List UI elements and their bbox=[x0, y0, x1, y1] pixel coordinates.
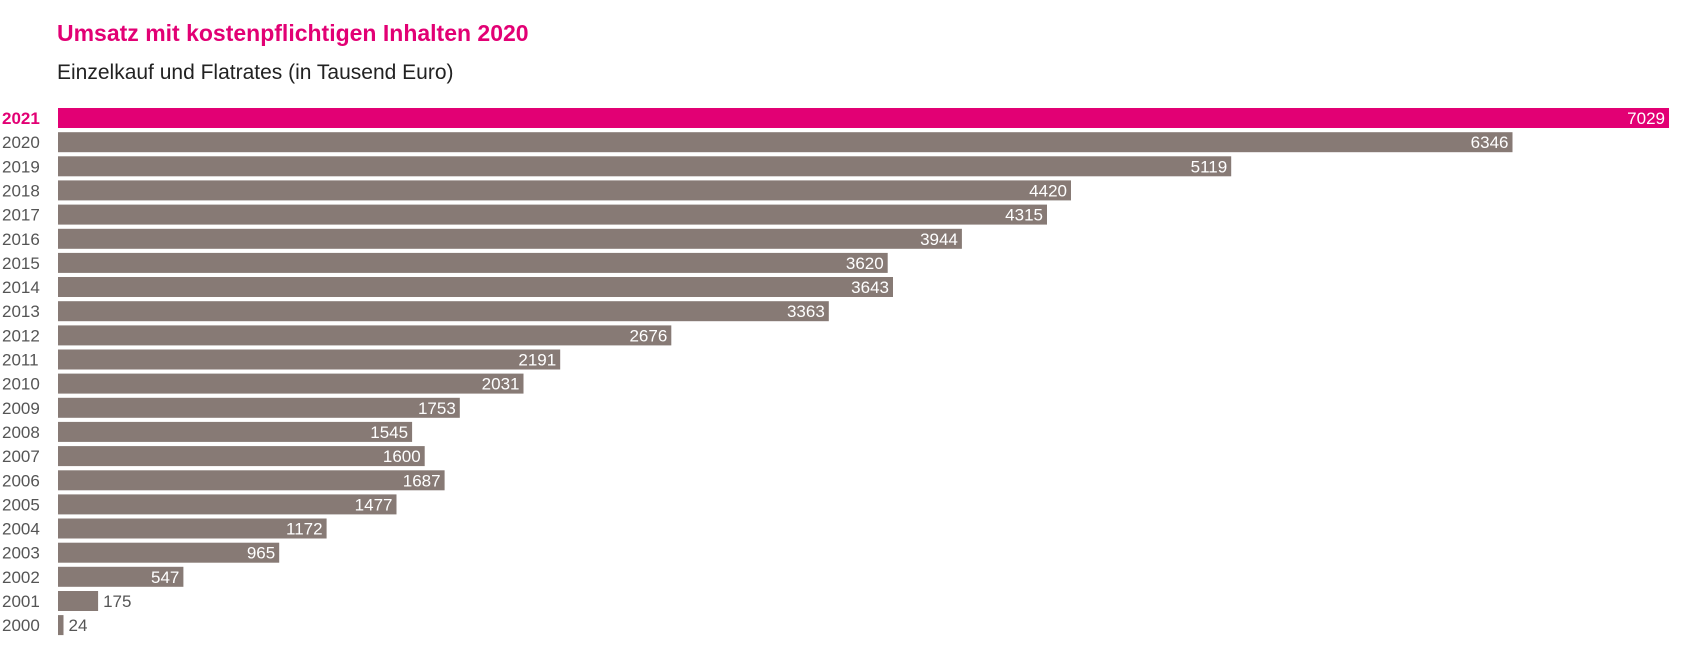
bar-2015 bbox=[58, 252, 888, 273]
value-label-2011: 2191 bbox=[518, 351, 556, 370]
category-label-2011: 2011 bbox=[2, 351, 39, 370]
category-label-2010: 2010 bbox=[2, 375, 40, 394]
category-label-2019: 2019 bbox=[2, 157, 40, 176]
value-label-2016: 3944 bbox=[920, 230, 958, 249]
value-label-2021: 7029 bbox=[1627, 109, 1665, 128]
category-label-2000: 2000 bbox=[2, 616, 40, 635]
bar-2008 bbox=[58, 421, 413, 442]
bar-2014 bbox=[58, 277, 893, 297]
category-label-2008: 2008 bbox=[2, 423, 40, 442]
value-label-2019: 5119 bbox=[1191, 157, 1228, 176]
value-label-2004: 1172 bbox=[286, 520, 323, 539]
category-label-2009: 2009 bbox=[2, 399, 40, 418]
value-label-2006: 1687 bbox=[403, 471, 441, 490]
category-label-2017: 2017 bbox=[2, 206, 40, 225]
category-label-2004: 2004 bbox=[2, 520, 40, 539]
category-label-2018: 2018 bbox=[2, 181, 40, 200]
value-label-2012: 2676 bbox=[629, 326, 667, 345]
category-label-2012: 2012 bbox=[2, 326, 40, 345]
category-label-2016: 2016 bbox=[2, 230, 40, 249]
value-label-2008: 1545 bbox=[370, 423, 408, 442]
category-label-2006: 2006 bbox=[2, 471, 40, 490]
category-label-2013: 2013 bbox=[2, 302, 40, 321]
value-label-2018: 4420 bbox=[1029, 181, 1067, 200]
bar-2004 bbox=[58, 518, 327, 539]
value-label-2007: 1600 bbox=[383, 447, 421, 466]
category-label-2001: 2001 bbox=[2, 592, 40, 611]
bar-2011 bbox=[58, 349, 561, 370]
value-label-2020: 6346 bbox=[1471, 133, 1509, 152]
bar-2020 bbox=[58, 132, 1513, 153]
value-label-2002: 547 bbox=[151, 568, 179, 587]
bar-2006 bbox=[58, 470, 445, 491]
bar-2005 bbox=[58, 494, 397, 515]
bar-2012 bbox=[58, 325, 672, 346]
category-label-2020: 2020 bbox=[2, 133, 40, 152]
bar-2003 bbox=[58, 542, 280, 563]
bar-2001 bbox=[58, 591, 99, 611]
value-label-2010: 2031 bbox=[482, 375, 520, 394]
value-label-2013: 3363 bbox=[787, 302, 825, 321]
category-label-2021: 2021 bbox=[2, 109, 40, 128]
category-label-2002: 2002 bbox=[2, 568, 40, 587]
category-label-2007: 2007 bbox=[2, 447, 40, 466]
value-label-2003: 965 bbox=[247, 544, 275, 563]
value-label-2014: 3643 bbox=[851, 278, 889, 297]
bar-2002 bbox=[58, 566, 184, 587]
bar-2016 bbox=[58, 228, 962, 249]
bar-2000 bbox=[58, 615, 64, 636]
value-label-2000: 24 bbox=[69, 616, 88, 635]
chart-subtitle: Einzelkauf und Flatrates (in Tausend Eur… bbox=[57, 61, 454, 84]
bar-2018 bbox=[58, 180, 1071, 201]
bar-2013 bbox=[58, 301, 829, 322]
bar-2007 bbox=[58, 446, 425, 467]
bar-2010 bbox=[58, 373, 524, 394]
category-label-2015: 2015 bbox=[2, 254, 40, 273]
category-label-2014: 2014 bbox=[2, 278, 40, 297]
bar-2021 bbox=[58, 108, 1669, 128]
category-label-2003: 2003 bbox=[2, 544, 40, 563]
bar-2017 bbox=[58, 204, 1047, 225]
value-label-2017: 4315 bbox=[1005, 206, 1043, 225]
value-label-2015: 3620 bbox=[846, 254, 884, 273]
value-label-2009: 1753 bbox=[418, 399, 456, 418]
category-label-2005: 2005 bbox=[2, 495, 40, 514]
chart-title: Umsatz mit kostenpflichtigen Inhalten 20… bbox=[57, 20, 529, 46]
value-label-2005: 1477 bbox=[355, 495, 393, 514]
value-label-2001: 175 bbox=[103, 592, 131, 611]
bar-2009 bbox=[58, 397, 460, 418]
bar-2019 bbox=[58, 156, 1232, 177]
